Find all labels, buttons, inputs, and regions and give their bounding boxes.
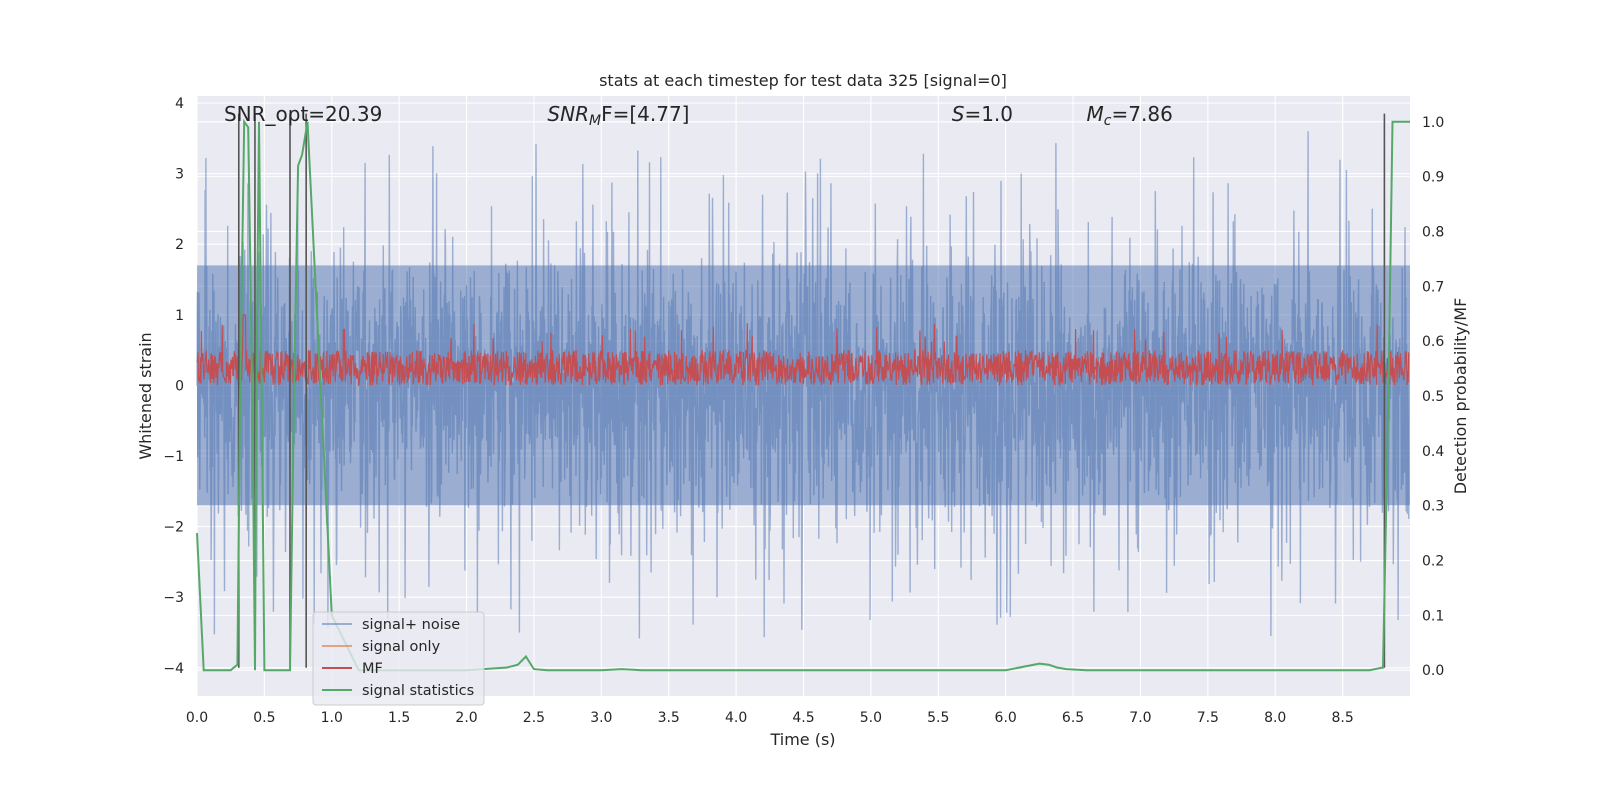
annotation-0: SNR_opt=20.39 [224, 102, 382, 126]
x-tick-label: 0.5 [253, 710, 275, 726]
annotation-rest: F=[4.77] [601, 102, 689, 126]
x-tick-labels: 0.0 0.5 1.0 1.5 2.0 2.5 3.0 3.5 4.0 4.5 5.0 5.5 6.0 6… [186, 710, 1354, 726]
y-right-tick-label: 0.8 [1422, 224, 1444, 240]
legend-label: MF [362, 661, 383, 677]
y-right-tick-label: 0.4 [1422, 444, 1444, 460]
annotation-sub: c [1104, 113, 1112, 129]
x-axis-label: Time (s) [769, 730, 835, 749]
y-left-tick-label: −1 [163, 449, 184, 465]
y-left-tick-label: 1 [175, 308, 184, 324]
annotation-main: S [952, 102, 965, 126]
y-left-tick-label: 4 [175, 96, 184, 112]
y-right-tick-labels: 1.0 0.9 0.8 0.7 0.6 0.5 0.4 0.3 0.2 0.1 0.0 [1422, 115, 1444, 679]
x-tick-label: 1.0 [321, 710, 343, 726]
x-tick-label: 0.0 [186, 710, 208, 726]
signal-statistics-line [196, 118, 1410, 672]
series-mf [196, 314, 1410, 387]
legend-label: signal+ noise [362, 617, 460, 633]
y-right-tick-label: 1.0 [1422, 115, 1444, 131]
x-tick-label: 7.0 [1129, 710, 1151, 726]
y-right-tick-label: 0.1 [1422, 608, 1444, 624]
annotation-2: S=1.0 [952, 102, 1013, 126]
x-tick-label: 3.5 [658, 710, 680, 726]
x-tick-label: 6.0 [995, 710, 1017, 726]
series-signal-statistics [196, 118, 1410, 672]
y-left-tick-label: −4 [163, 661, 184, 677]
chart-title: stats at each timestep for test data 325… [599, 71, 1007, 90]
annotation-rest: =7.86 [1112, 102, 1173, 126]
y-left-tick-labels: 4 3 2 1 0 −1 −2 −3 −4 [163, 96, 184, 677]
x-tick-label: 2.5 [523, 710, 545, 726]
y-left-tick-label: 0 [175, 378, 184, 394]
annotation-main: SNR [547, 102, 589, 126]
y-right-tick-label: 0.5 [1422, 389, 1444, 405]
annotation-main: M [1087, 102, 1104, 126]
y-left-tick-label: 2 [175, 237, 184, 253]
annotation-3: Mc=7.86 [1087, 102, 1173, 129]
x-tick-label: 8.5 [1331, 710, 1353, 726]
legend-box [312, 611, 485, 706]
legend-label: signal only [362, 639, 441, 655]
annotation-1: SNRMF=[4.77] [547, 102, 689, 129]
y-right-tick-label: 0.6 [1422, 334, 1444, 350]
x-tick-label: 1.5 [388, 710, 410, 726]
y-left-tick-label: −2 [163, 520, 184, 536]
x-tick-label: 8.0 [1264, 710, 1286, 726]
y-right-tick-label: 0.9 [1422, 170, 1444, 186]
y-right-tick-label: 0.7 [1422, 279, 1444, 295]
annotation-sub: M [589, 113, 601, 129]
y-right-tick-label: 0.0 [1422, 663, 1444, 679]
x-tick-label: 7.5 [1197, 710, 1219, 726]
x-tick-label: 5.0 [860, 710, 882, 726]
mf-line [196, 314, 1410, 387]
strain-line [196, 131, 1410, 639]
legend-label: signal statistics [362, 683, 474, 699]
series-signal-noise [196, 131, 1410, 639]
x-tick-label: 4.0 [725, 710, 747, 726]
y-right-tick-label: 0.3 [1422, 499, 1444, 515]
y-right-axis-label: Detection probability/MF [1451, 298, 1470, 495]
x-tick-label: 6.5 [1062, 710, 1084, 726]
annotations: SNR_opt=20.39 SNRMF=[4.77] S=1.0 Mc=7.86 [224, 102, 1173, 129]
x-tick-label: 3.0 [590, 710, 612, 726]
x-tick-label: 5.5 [927, 710, 949, 726]
y-left-axis-label: Whitened strain [136, 332, 155, 459]
annotation-rest: =1.0 [964, 102, 1013, 126]
y-right-tick-label: 0.2 [1422, 554, 1444, 570]
x-tick-label: 2.0 [455, 710, 477, 726]
y-left-tick-label: 3 [175, 167, 184, 183]
y-left-tick-label: −3 [163, 590, 184, 606]
x-tick-label: 4.5 [792, 710, 814, 726]
legend: signal+ noise signal only MF signal statist… [312, 611, 485, 706]
